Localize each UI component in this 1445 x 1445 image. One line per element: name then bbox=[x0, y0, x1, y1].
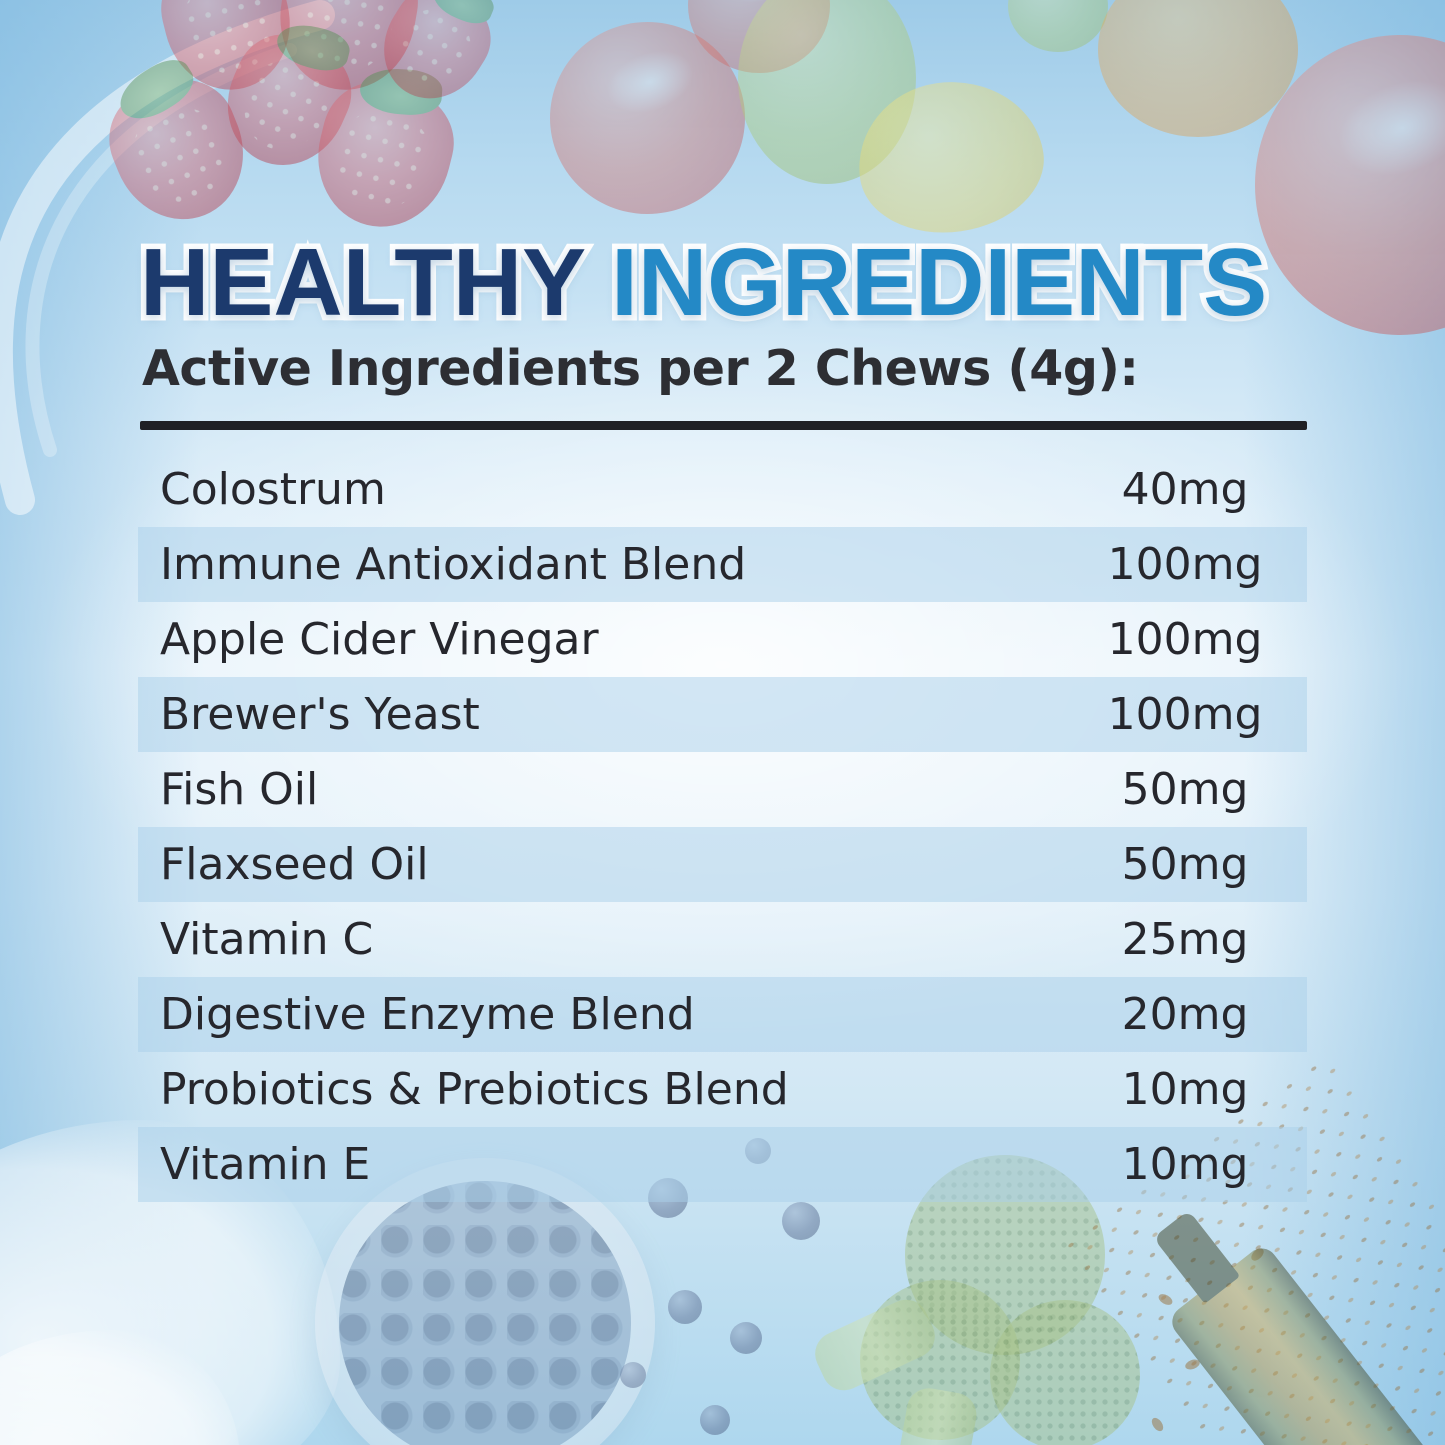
ingredient-amount: 10mg bbox=[1121, 1064, 1249, 1115]
table-row: Vitamin C 25mg bbox=[138, 902, 1307, 977]
table-row: Probiotics & Prebiotics Blend 10mg bbox=[138, 1052, 1307, 1127]
table-row: Flaxseed Oil 50mg bbox=[138, 827, 1307, 902]
page-title: HEALTHY INGREDIENTS bbox=[134, 224, 1380, 342]
table-row: Digestive Enzyme Blend 20mg bbox=[138, 977, 1307, 1052]
ingredient-amount: 20mg bbox=[1121, 989, 1249, 1040]
ingredient-amount: 25mg bbox=[1121, 914, 1249, 965]
ingredient-name: Probiotics & Prebiotics Blend bbox=[160, 1064, 789, 1115]
table-row: Immune Antioxidant Blend 100mg bbox=[138, 527, 1307, 602]
table-row: Colostrum 40mg bbox=[138, 452, 1307, 527]
blueberry-icon bbox=[700, 1405, 730, 1435]
ingredient-amount: 100mg bbox=[1107, 689, 1263, 740]
table-row: Apple Cider Vinegar 100mg bbox=[138, 602, 1307, 677]
blueberry-icon bbox=[668, 1290, 702, 1324]
blueberry-icon bbox=[620, 1362, 646, 1388]
blueberry-icon bbox=[782, 1202, 820, 1240]
red-apple-icon bbox=[550, 22, 745, 214]
divider-rule bbox=[140, 421, 1307, 430]
ingredient-amount: 50mg bbox=[1121, 839, 1249, 890]
title-word-ingredients: INGREDIENTS bbox=[606, 224, 1273, 342]
broccoli-icon bbox=[990, 1300, 1140, 1445]
ingredient-name: Flaxseed Oil bbox=[160, 839, 429, 890]
table-row: Brewer's Yeast 100mg bbox=[138, 677, 1307, 752]
ingredient-amount: 100mg bbox=[1107, 614, 1263, 665]
blueberry-bowl-icon bbox=[315, 1158, 655, 1445]
ingredient-name: Vitamin E bbox=[160, 1139, 371, 1190]
ingredient-name: Apple Cider Vinegar bbox=[160, 614, 599, 665]
ingredient-name: Digestive Enzyme Blend bbox=[160, 989, 695, 1040]
ingredient-name: Immune Antioxidant Blend bbox=[160, 539, 747, 590]
ingredient-amount: 100mg bbox=[1107, 539, 1263, 590]
table-row: Fish Oil 50mg bbox=[138, 752, 1307, 827]
green-apple-icon bbox=[738, 0, 916, 184]
blueberry-icon bbox=[730, 1322, 762, 1354]
subtitle: Active Ingredients per 2 Chews (4g): bbox=[142, 340, 1139, 397]
ingredient-amount: 40mg bbox=[1121, 464, 1249, 515]
ingredient-name: Brewer's Yeast bbox=[160, 689, 480, 740]
ingredient-amount: 10mg bbox=[1121, 1139, 1249, 1190]
title-word-healthy: HEALTHY bbox=[134, 224, 589, 342]
orange-icon bbox=[1098, 0, 1298, 137]
ingredient-name: Colostrum bbox=[160, 464, 386, 515]
ingredient-amount: 50mg bbox=[1121, 764, 1249, 815]
ingredient-name: Fish Oil bbox=[160, 764, 319, 815]
ingredient-name: Vitamin C bbox=[160, 914, 374, 965]
table-row: Vitamin E 10mg bbox=[138, 1127, 1307, 1202]
ingredients-table: Colostrum 40mg Immune Antioxidant Blend … bbox=[138, 452, 1307, 1202]
